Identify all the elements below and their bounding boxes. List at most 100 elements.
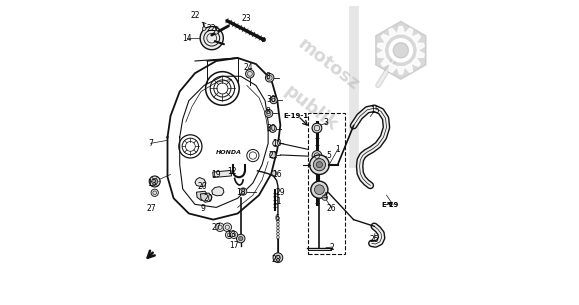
Polygon shape [405, 28, 413, 37]
Circle shape [236, 234, 245, 243]
Polygon shape [416, 50, 424, 58]
Text: 16: 16 [273, 170, 282, 179]
Text: 12: 12 [227, 167, 236, 176]
Circle shape [276, 229, 280, 232]
Polygon shape [397, 27, 405, 34]
Circle shape [245, 70, 254, 78]
Circle shape [276, 223, 280, 226]
Circle shape [310, 155, 329, 174]
Text: 17: 17 [229, 241, 239, 250]
Polygon shape [389, 28, 397, 37]
Circle shape [276, 226, 280, 229]
Text: 30: 30 [266, 95, 276, 104]
Circle shape [393, 43, 408, 58]
Circle shape [240, 188, 247, 195]
Text: 20: 20 [204, 194, 214, 203]
Text: 1: 1 [335, 145, 340, 154]
Circle shape [225, 231, 233, 239]
Circle shape [312, 151, 322, 160]
Text: E-19-1: E-19-1 [283, 113, 308, 119]
Circle shape [202, 27, 206, 31]
Text: 11: 11 [272, 197, 281, 206]
Circle shape [200, 27, 223, 50]
Text: motosz: motosz [294, 35, 362, 95]
Circle shape [216, 223, 224, 231]
Text: 20: 20 [198, 182, 207, 191]
Polygon shape [381, 34, 390, 43]
Circle shape [276, 232, 280, 236]
Polygon shape [397, 67, 405, 74]
Circle shape [214, 30, 218, 34]
Text: 8: 8 [266, 107, 270, 116]
Text: 14: 14 [182, 34, 192, 43]
Polygon shape [195, 178, 206, 187]
Polygon shape [389, 63, 397, 72]
Circle shape [262, 38, 266, 42]
Text: 23: 23 [242, 14, 252, 23]
Circle shape [389, 39, 412, 62]
Text: 22: 22 [190, 11, 200, 20]
Circle shape [270, 152, 276, 158]
Polygon shape [376, 21, 426, 79]
Text: 7: 7 [148, 139, 153, 148]
Text: 15: 15 [370, 106, 380, 115]
Polygon shape [200, 193, 212, 202]
Text: 30: 30 [266, 124, 276, 133]
Text: HONDA: HONDA [215, 150, 241, 155]
Circle shape [272, 171, 277, 176]
Text: 19: 19 [211, 170, 221, 179]
Text: 13: 13 [226, 230, 236, 239]
Polygon shape [196, 191, 208, 200]
Circle shape [265, 74, 274, 82]
Polygon shape [212, 187, 224, 196]
Polygon shape [378, 50, 386, 58]
Circle shape [152, 178, 157, 185]
Polygon shape [411, 34, 420, 43]
Bar [212, 170, 232, 178]
Text: 9: 9 [200, 203, 205, 213]
Text: 3: 3 [324, 118, 328, 127]
Text: 10: 10 [273, 139, 282, 148]
Circle shape [273, 253, 283, 263]
Circle shape [322, 195, 328, 200]
Text: 2: 2 [329, 242, 334, 252]
Text: 24: 24 [244, 63, 253, 72]
Text: 13: 13 [147, 179, 156, 188]
Circle shape [270, 96, 277, 104]
Polygon shape [405, 63, 413, 72]
Circle shape [276, 220, 280, 223]
Circle shape [223, 223, 232, 231]
Circle shape [276, 236, 280, 239]
Circle shape [269, 125, 276, 132]
Text: 22: 22 [207, 23, 217, 33]
Text: 29: 29 [276, 188, 285, 197]
Polygon shape [378, 43, 386, 50]
Text: 27: 27 [211, 223, 221, 232]
Text: 4: 4 [323, 192, 328, 201]
Circle shape [149, 176, 160, 187]
Polygon shape [416, 43, 424, 50]
Bar [309, 113, 345, 254]
Text: 25: 25 [369, 235, 379, 244]
Text: 6: 6 [274, 214, 279, 223]
Text: publik: publik [280, 81, 341, 134]
Circle shape [314, 185, 324, 195]
Text: 18: 18 [236, 188, 245, 197]
Circle shape [239, 236, 243, 241]
Polygon shape [381, 58, 390, 66]
Circle shape [276, 217, 280, 220]
Text: 28: 28 [272, 255, 281, 264]
Circle shape [151, 189, 158, 196]
Text: 27: 27 [147, 203, 156, 213]
Text: 5: 5 [326, 151, 331, 160]
Circle shape [311, 181, 328, 198]
Circle shape [313, 159, 325, 171]
Circle shape [273, 140, 280, 147]
Circle shape [265, 109, 273, 117]
Text: 8: 8 [266, 72, 270, 81]
Circle shape [316, 162, 323, 168]
Circle shape [230, 231, 237, 239]
Polygon shape [411, 58, 420, 66]
Text: E-19: E-19 [382, 202, 399, 208]
Circle shape [312, 123, 322, 133]
